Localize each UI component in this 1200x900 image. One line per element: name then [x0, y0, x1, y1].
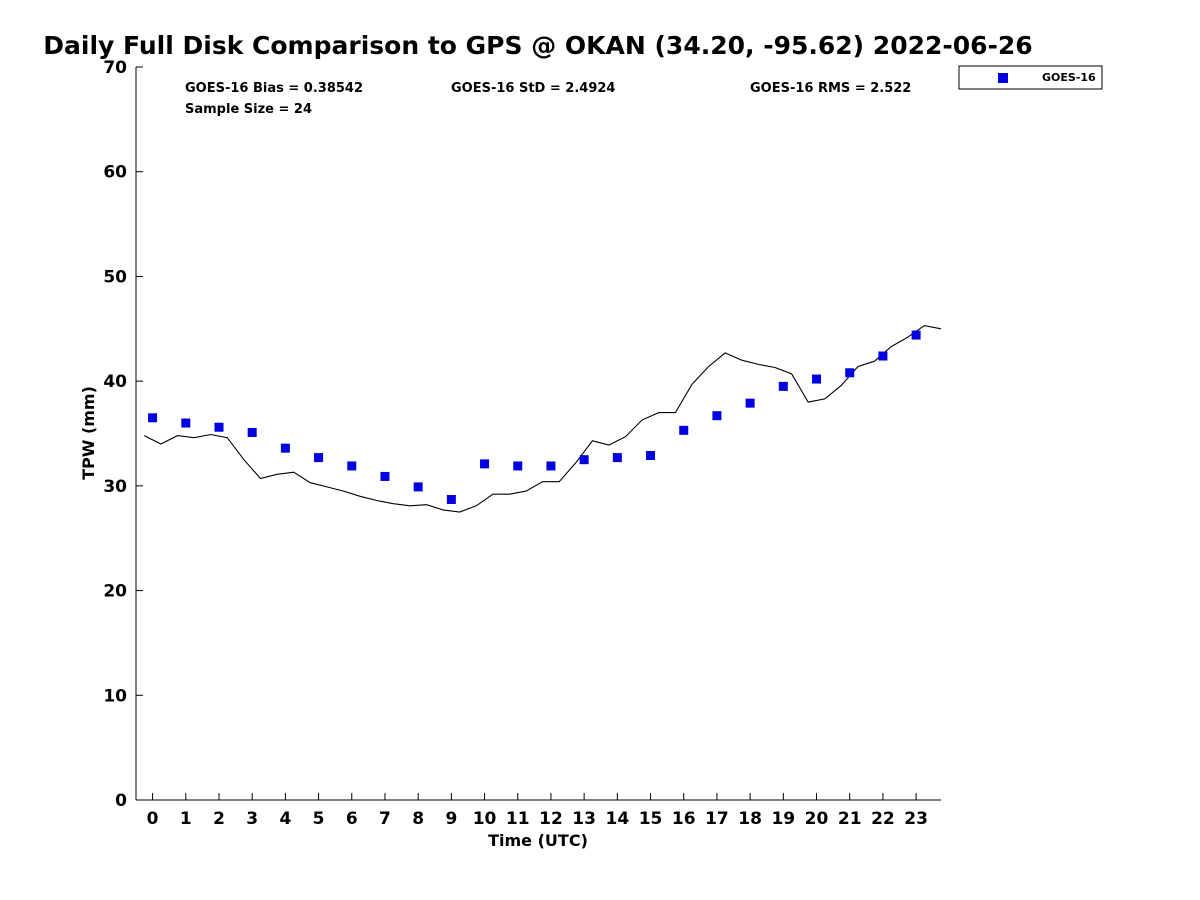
series-points	[148, 330, 921, 504]
x-axis-ticks: 0 1 2 3 4 5 6 7 8 9 10 11 12 13 14 15 16 17 18 19 20 21 22 23	[147, 793, 928, 829]
y-tick-label: 0	[115, 791, 127, 811]
x-tick-label: 17	[705, 809, 729, 829]
x-tick-label: 5	[313, 809, 325, 829]
x-tick-label: 10	[473, 809, 497, 829]
x-tick-label: 20	[805, 809, 829, 829]
goes16-data-point	[181, 418, 191, 428]
y-tick-label: 20	[103, 582, 127, 602]
x-tick-label: 15	[639, 809, 663, 829]
std-stat: GOES-16 StD = 2.4924	[451, 81, 615, 96]
x-tick-label: 16	[672, 809, 696, 829]
x-tick-label: 0	[147, 809, 159, 829]
x-tick-label: 1	[180, 809, 192, 829]
x-tick-label: 7	[379, 809, 391, 829]
bias-stat: GOES-16 Bias = 0.38542	[185, 81, 363, 96]
y-tick-label: 10	[103, 686, 127, 706]
goes16-data-point	[413, 482, 423, 492]
chart-title: Daily Full Disk Comparison to GPS @ OKAN…	[43, 31, 1032, 60]
goes16-data-point	[778, 381, 788, 391]
x-tick-label: 8	[412, 809, 424, 829]
goes16-data-point	[280, 443, 290, 453]
goes16-data-point	[878, 351, 888, 361]
goes16-data-point	[679, 425, 689, 435]
x-axis-label: Time (UTC)	[488, 831, 588, 850]
y-tick-label: 70	[103, 58, 127, 78]
y-tick-label: 50	[103, 267, 127, 287]
goes16-data-point	[579, 455, 589, 465]
goes16-data-point	[314, 453, 324, 463]
x-tick-label: 3	[246, 809, 258, 829]
goes16-data-point	[546, 461, 556, 471]
x-tick-label: 4	[279, 809, 291, 829]
plot-area	[136, 67, 941, 800]
y-tick-label: 60	[103, 163, 127, 183]
y-axis-label: TPW (mm)	[79, 386, 98, 480]
goes16-data-point	[745, 398, 755, 408]
gps-line-series	[144, 325, 942, 513]
series-lines	[144, 325, 942, 513]
goes16-data-point	[148, 413, 158, 423]
x-tick-label: 13	[572, 809, 596, 829]
x-tick-label: 2	[213, 809, 225, 829]
x-tick-label: 18	[738, 809, 762, 829]
goes16-data-point	[214, 422, 224, 432]
goes16-data-point	[446, 494, 456, 504]
goes16-data-point	[480, 459, 490, 469]
legend-box	[958, 65, 1103, 90]
goes16-data-point	[513, 461, 523, 471]
legend-marker-goes16	[998, 73, 1008, 83]
x-tick-label: 21	[838, 809, 862, 829]
x-tick-label: 9	[445, 809, 457, 829]
goes16-data-point	[612, 453, 622, 463]
x-tick-label: 14	[606, 809, 630, 829]
goes16-data-point	[812, 374, 822, 384]
x-tick-label: 23	[904, 809, 928, 829]
rms-stat: GOES-16 RMS = 2.522	[750, 81, 911, 96]
y-tick-label: 30	[103, 477, 127, 497]
x-tick-label: 6	[346, 809, 358, 829]
goes16-data-point	[646, 450, 656, 460]
x-tick-label: 12	[539, 809, 563, 829]
legend-label-goes16: GOES-16	[1042, 71, 1096, 84]
goes16-data-point	[347, 461, 357, 471]
y-axis-ticks: 0 10 20 30 40 50 60 70	[103, 58, 143, 811]
x-tick-label: 19	[771, 809, 795, 829]
goes16-data-point	[845, 368, 855, 378]
sample-size-stat: Sample Size = 24	[185, 102, 312, 117]
x-tick-label: 22	[871, 809, 895, 829]
y-tick-label: 40	[103, 372, 127, 392]
x-tick-label: 11	[506, 809, 530, 829]
goes16-data-point	[380, 471, 390, 481]
goes16-data-point	[911, 330, 921, 340]
goes16-data-point	[247, 427, 257, 437]
goes16-data-point	[712, 411, 722, 421]
legend: GOES-16	[958, 65, 1103, 90]
